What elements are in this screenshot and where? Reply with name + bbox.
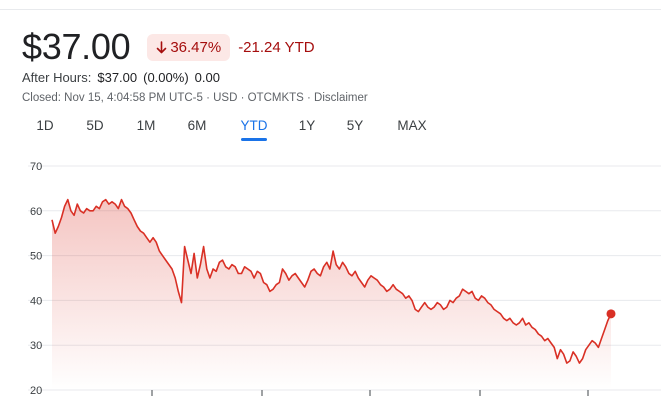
price-line [51, 198, 612, 364]
range-tab-5d[interactable]: 5D [86, 118, 104, 133]
after-hours-row: After Hours: $37.00 (0.00%) 0.00 [22, 70, 220, 85]
top-divider [0, 9, 661, 10]
y-tick-label: 40 [30, 295, 42, 307]
percent-change-value: 36.47% [170, 38, 222, 56]
current-price: $37.00 [22, 26, 131, 67]
after-hours-percent: (0.00%) [143, 70, 189, 85]
range-tab-1d[interactable]: 1D [36, 118, 54, 133]
price-row: $37.00 36.47% -21.24 YTD [22, 27, 315, 67]
ytd-change: -21.24 YTD [238, 38, 315, 56]
y-tick-label: 50 [30, 251, 42, 263]
closed-info: Closed: Nov 15, 4:04:58 PM UTC-5 · USD ·… [22, 92, 368, 104]
y-tick-label: 70 [30, 161, 42, 173]
y-tick-label: 60 [30, 206, 42, 218]
range-tab-max[interactable]: MAX [397, 118, 427, 133]
range-tab-1m[interactable]: 1M [136, 118, 156, 133]
disclaimer-link[interactable]: Disclaimer [314, 92, 368, 104]
latest-price-dot[interactable] [606, 309, 616, 319]
range-tab-1y[interactable]: 1Y [298, 118, 316, 133]
closed-text: Closed: Nov 15, 4:04:58 PM UTC-5 · USD ·… [22, 92, 315, 104]
range-tab-ytd[interactable]: YTD [240, 118, 268, 133]
after-hours-label: After Hours: [22, 70, 92, 85]
after-hours-change: 0.00 [194, 70, 220, 85]
percent-change-badge: 36.47% [147, 33, 231, 61]
arrow-down-icon [157, 40, 167, 53]
after-hours-price: $37.00 [97, 70, 138, 85]
range-tab-5y[interactable]: 5Y [346, 118, 364, 133]
active-tab-underline [241, 138, 267, 141]
range-tab-6m[interactable]: 6M [187, 118, 207, 133]
y-tick-label: 30 [30, 340, 42, 352]
price-area-fill [52, 199, 611, 390]
y-tick-label: 20 [30, 385, 42, 397]
